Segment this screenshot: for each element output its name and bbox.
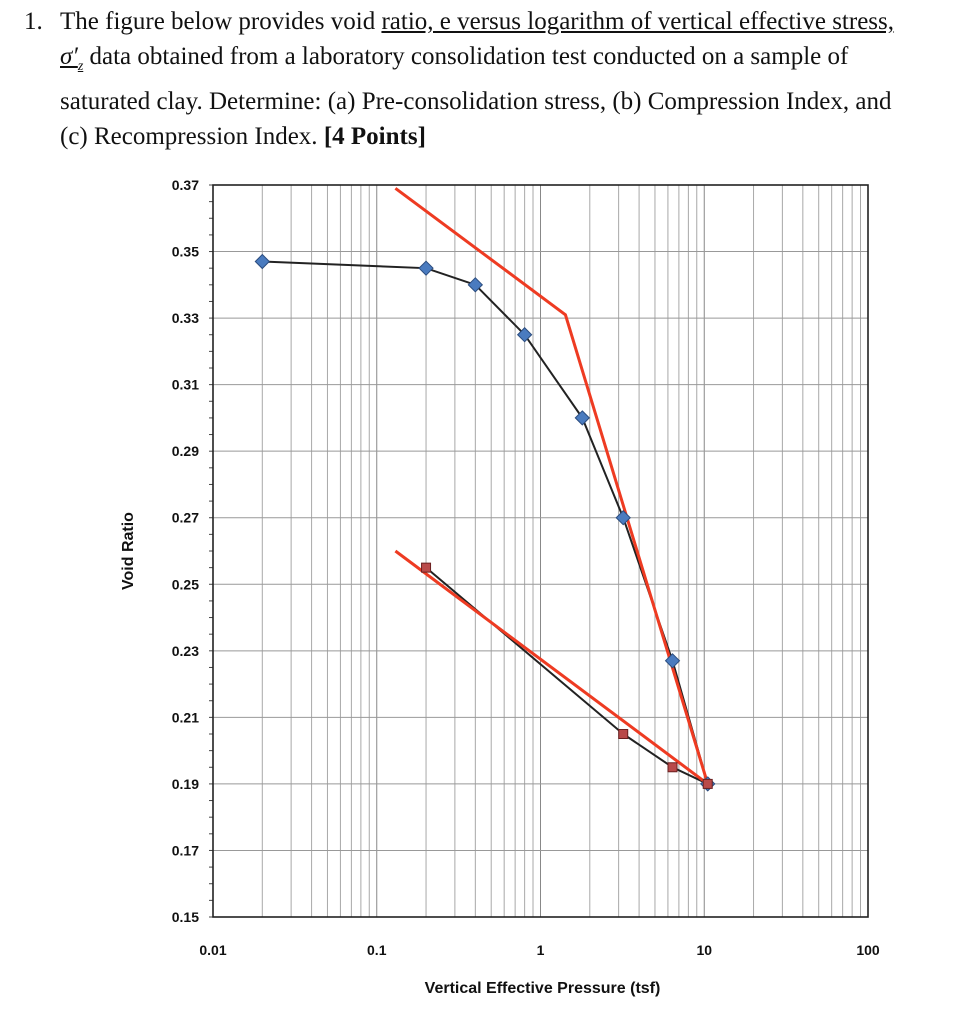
plot-frame: [212, 184, 869, 918]
square-marker: [667, 762, 678, 773]
square-marker: [618, 729, 629, 739]
y-tick-label: 0.27: [172, 510, 199, 526]
y-tick-label: 0.33: [172, 310, 199, 326]
question-line2: data obtained from a laboratory consolid…: [83, 43, 849, 70]
x-axis-label: Vertical Effective Pressure (tsf): [425, 980, 661, 997]
grid: [209, 184, 869, 918]
construction-line: [394, 549, 709, 786]
y-tick-label: 0.29: [172, 443, 199, 459]
question-number: 1.: [24, 8, 43, 35]
series-lines: [262, 187, 710, 786]
x-tick-label: 0.1: [367, 942, 387, 958]
sigma-subscript: z: [77, 59, 84, 74]
construction-line: [394, 187, 710, 785]
y-tick-label: 0.37: [172, 177, 199, 193]
y-tick-label: 0.15: [172, 909, 199, 925]
question-line1-pre: The figure below provides void: [60, 8, 382, 35]
sigma-symbol: σ′: [60, 43, 78, 70]
diamond-marker: [574, 410, 591, 426]
series-line: [425, 566, 709, 785]
y-tick-label: 0.19: [172, 776, 199, 792]
x-tick-label: 0.01: [199, 942, 226, 958]
data-markers: [254, 253, 716, 792]
diamond-marker: [664, 653, 681, 669]
question-line1-underlined: ratio, e versus logarithm of vertical ef…: [381, 8, 895, 35]
y-tick-label: 0.21: [172, 709, 199, 725]
y-tick-label: 0.23: [172, 643, 199, 659]
question-line4: (c) Recompression Index.: [60, 123, 324, 150]
y-tick-label: 0.35: [172, 244, 199, 260]
y-tick-label: 0.17: [172, 842, 199, 858]
y-tick-label: 0.31: [172, 377, 199, 393]
diamond-marker: [516, 327, 533, 343]
series-line: [262, 260, 709, 785]
square-marker: [421, 562, 432, 573]
y-axis-label: Void Ratio: [120, 512, 137, 590]
y-tick-label: 0.25: [172, 576, 199, 592]
question-text: 1. The figure below provides void ratio,…: [24, 4, 954, 154]
diamond-marker: [615, 510, 631, 526]
x-tick-label: 100: [856, 942, 880, 958]
square-marker: [702, 778, 713, 789]
diamond-marker: [418, 260, 434, 276]
x-tick-label: 1: [537, 942, 545, 958]
tick-labels: 0.37 0.35 0.33 0.31 0.29 0.27 0.25 0.23 0.21 0.19…: [172, 177, 880, 958]
diamond-marker: [254, 253, 271, 270]
question-body: The figure below provides void ratio, e …: [60, 4, 954, 154]
question-line3: saturated clay. Determine: (a) Pre-conso…: [60, 88, 892, 115]
points-label: [4 Points]: [323, 123, 426, 150]
diamond-marker: [467, 277, 484, 293]
x-tick-label: 10: [696, 942, 712, 958]
